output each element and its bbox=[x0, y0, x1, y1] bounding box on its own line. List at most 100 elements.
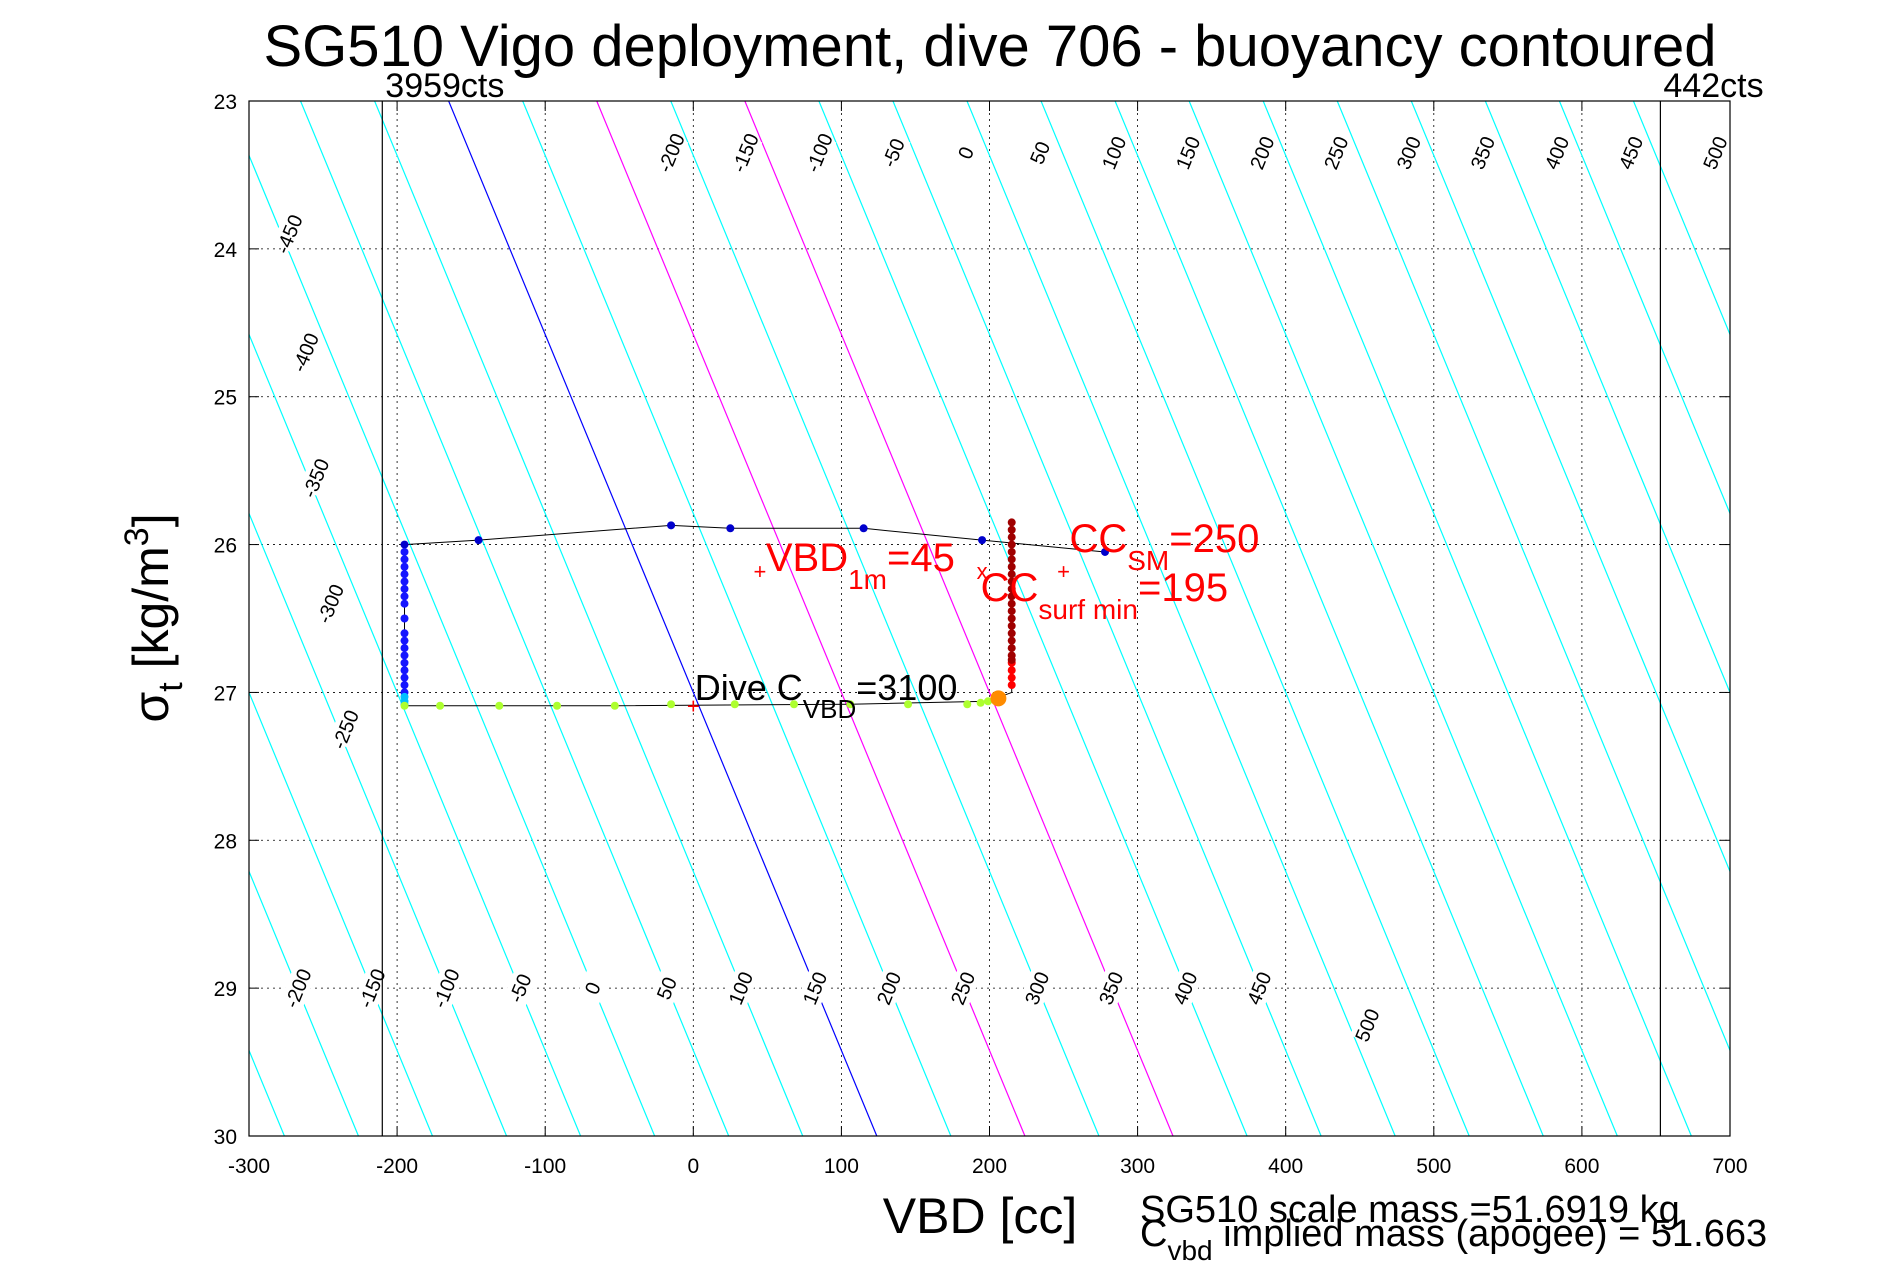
data-point bbox=[400, 701, 409, 710]
contour-label-bg bbox=[1613, 133, 1648, 173]
data-point bbox=[976, 698, 985, 707]
contour-label-bg bbox=[1349, 1005, 1385, 1045]
annotation-value: =3100 bbox=[856, 667, 957, 708]
data-point bbox=[400, 599, 409, 608]
annotation-base: CC bbox=[1069, 517, 1127, 561]
data-point bbox=[1007, 673, 1016, 682]
data-point bbox=[984, 697, 993, 706]
x-tick-label: 300 bbox=[1120, 1155, 1155, 1178]
y-tick-label: 25 bbox=[214, 387, 237, 410]
contour-label-bg bbox=[502, 968, 538, 1008]
data-point bbox=[400, 592, 409, 601]
data-point bbox=[400, 570, 409, 579]
contour-line bbox=[1336, 101, 1730, 1053]
contour-line bbox=[596, 101, 1026, 1136]
annotation-sub: surf min bbox=[1038, 594, 1138, 625]
data-point bbox=[400, 614, 409, 623]
contour-label-bg bbox=[1465, 133, 1500, 173]
contour-line bbox=[1114, 101, 1544, 1136]
data-point bbox=[1007, 636, 1016, 645]
contour-label-bg bbox=[1022, 133, 1058, 173]
data-point bbox=[790, 700, 799, 709]
x-tick-label: 200 bbox=[972, 1155, 1007, 1178]
footer-scale-mass: SG510 scale mass =51.6919 kg bbox=[1140, 1189, 1680, 1231]
contour-label-bg bbox=[1096, 133, 1132, 173]
data-point bbox=[1007, 540, 1016, 549]
annotation-base: CC bbox=[981, 566, 1039, 610]
contour-label-bg bbox=[1167, 968, 1203, 1008]
contour-line bbox=[249, 153, 656, 1136]
annotation: CCsurf min=195 bbox=[981, 566, 1228, 625]
data-point bbox=[1007, 584, 1016, 593]
x-tick-label: 0 bbox=[687, 1155, 699, 1178]
contour-label-bg bbox=[271, 214, 307, 254]
x-axis-label: VBD [cc] bbox=[883, 1188, 1077, 1244]
contour-line bbox=[0, 101, 62, 1136]
x-tick-label: -200 bbox=[376, 1155, 418, 1178]
contour-label-bg bbox=[801, 133, 837, 173]
contour-line bbox=[1262, 101, 1692, 1136]
y-tick-label: 26 bbox=[214, 535, 237, 558]
data-point bbox=[1007, 599, 1016, 608]
data-point bbox=[1007, 570, 1016, 579]
marker-symbol: + bbox=[687, 694, 700, 719]
data-point bbox=[1007, 655, 1016, 664]
data-point bbox=[436, 701, 445, 710]
data-point bbox=[904, 700, 913, 709]
contour-line bbox=[1188, 101, 1618, 1136]
data-point bbox=[495, 701, 504, 710]
data-point bbox=[400, 666, 409, 675]
data-point bbox=[1007, 577, 1016, 586]
data-point bbox=[1007, 644, 1016, 653]
contour-line bbox=[744, 101, 1174, 1136]
data-point bbox=[400, 584, 409, 593]
footer-implied-mass-value: implied mass (apogee) = 51.663 bbox=[1213, 1213, 1768, 1255]
contour-label-bg bbox=[1318, 133, 1354, 173]
y-axis-label-units: [kg/m bbox=[123, 546, 179, 682]
contour-line bbox=[249, 869, 360, 1136]
axis-ticks: -300 -200 -100 0 100 200 300 400 500 600 700 23 24 25… bbox=[214, 91, 1748, 1178]
data-points bbox=[400, 518, 1110, 710]
contour-label-bg bbox=[1019, 968, 1055, 1008]
annotation: CCSM=250 bbox=[1069, 517, 1259, 576]
data-point bbox=[1007, 525, 1016, 534]
vbd-limit-label: 3959cts bbox=[385, 67, 504, 105]
contour-line bbox=[818, 101, 1248, 1136]
contour-label-bg bbox=[649, 968, 684, 1008]
contour-line bbox=[1040, 101, 1470, 1136]
x-tick-label: 400 bbox=[1268, 1155, 1303, 1178]
annotation: Dive CVBD=3100 bbox=[695, 667, 958, 724]
contour-label-bg bbox=[1697, 133, 1733, 173]
footer-implied-mass-sub: vbd bbox=[1167, 1235, 1212, 1262]
grid-lines bbox=[249, 101, 1730, 1136]
data-point bbox=[667, 700, 676, 709]
data-point bbox=[400, 644, 409, 653]
data-point bbox=[400, 651, 409, 660]
data-point bbox=[400, 681, 409, 690]
contour-label-bg bbox=[653, 133, 689, 173]
data-point bbox=[1007, 592, 1016, 601]
contour-label-bg bbox=[876, 133, 911, 173]
data-point bbox=[553, 701, 562, 710]
y-axis-label-symbol: σ bbox=[123, 692, 179, 723]
data-point bbox=[400, 540, 409, 549]
data-point bbox=[859, 524, 868, 533]
contour-line bbox=[1632, 101, 1730, 336]
annotation-value: =195 bbox=[1138, 566, 1228, 610]
contour-label-bg bbox=[298, 458, 333, 498]
x-tick-label: 700 bbox=[1712, 1155, 1747, 1178]
contour-line bbox=[249, 332, 582, 1136]
chart-title: SG510 Vigo deployment, dive 706 - buoyan… bbox=[263, 14, 1716, 79]
contour-label-bg bbox=[948, 133, 984, 173]
data-point bbox=[1007, 607, 1016, 616]
contour-line bbox=[966, 101, 1396, 1136]
apogee-point bbox=[990, 690, 1007, 707]
data-point bbox=[400, 636, 409, 645]
contour-line bbox=[670, 101, 1100, 1136]
vbd-limit-label: 442cts bbox=[1663, 67, 1763, 105]
data-point bbox=[610, 701, 619, 710]
contour-labels: -200 -150 -100 -50 0 50 100 150 200 250 300 350 400 4… bbox=[271, 130, 1733, 1045]
contour-line bbox=[892, 101, 1322, 1136]
contour-label-bg bbox=[723, 968, 758, 1008]
